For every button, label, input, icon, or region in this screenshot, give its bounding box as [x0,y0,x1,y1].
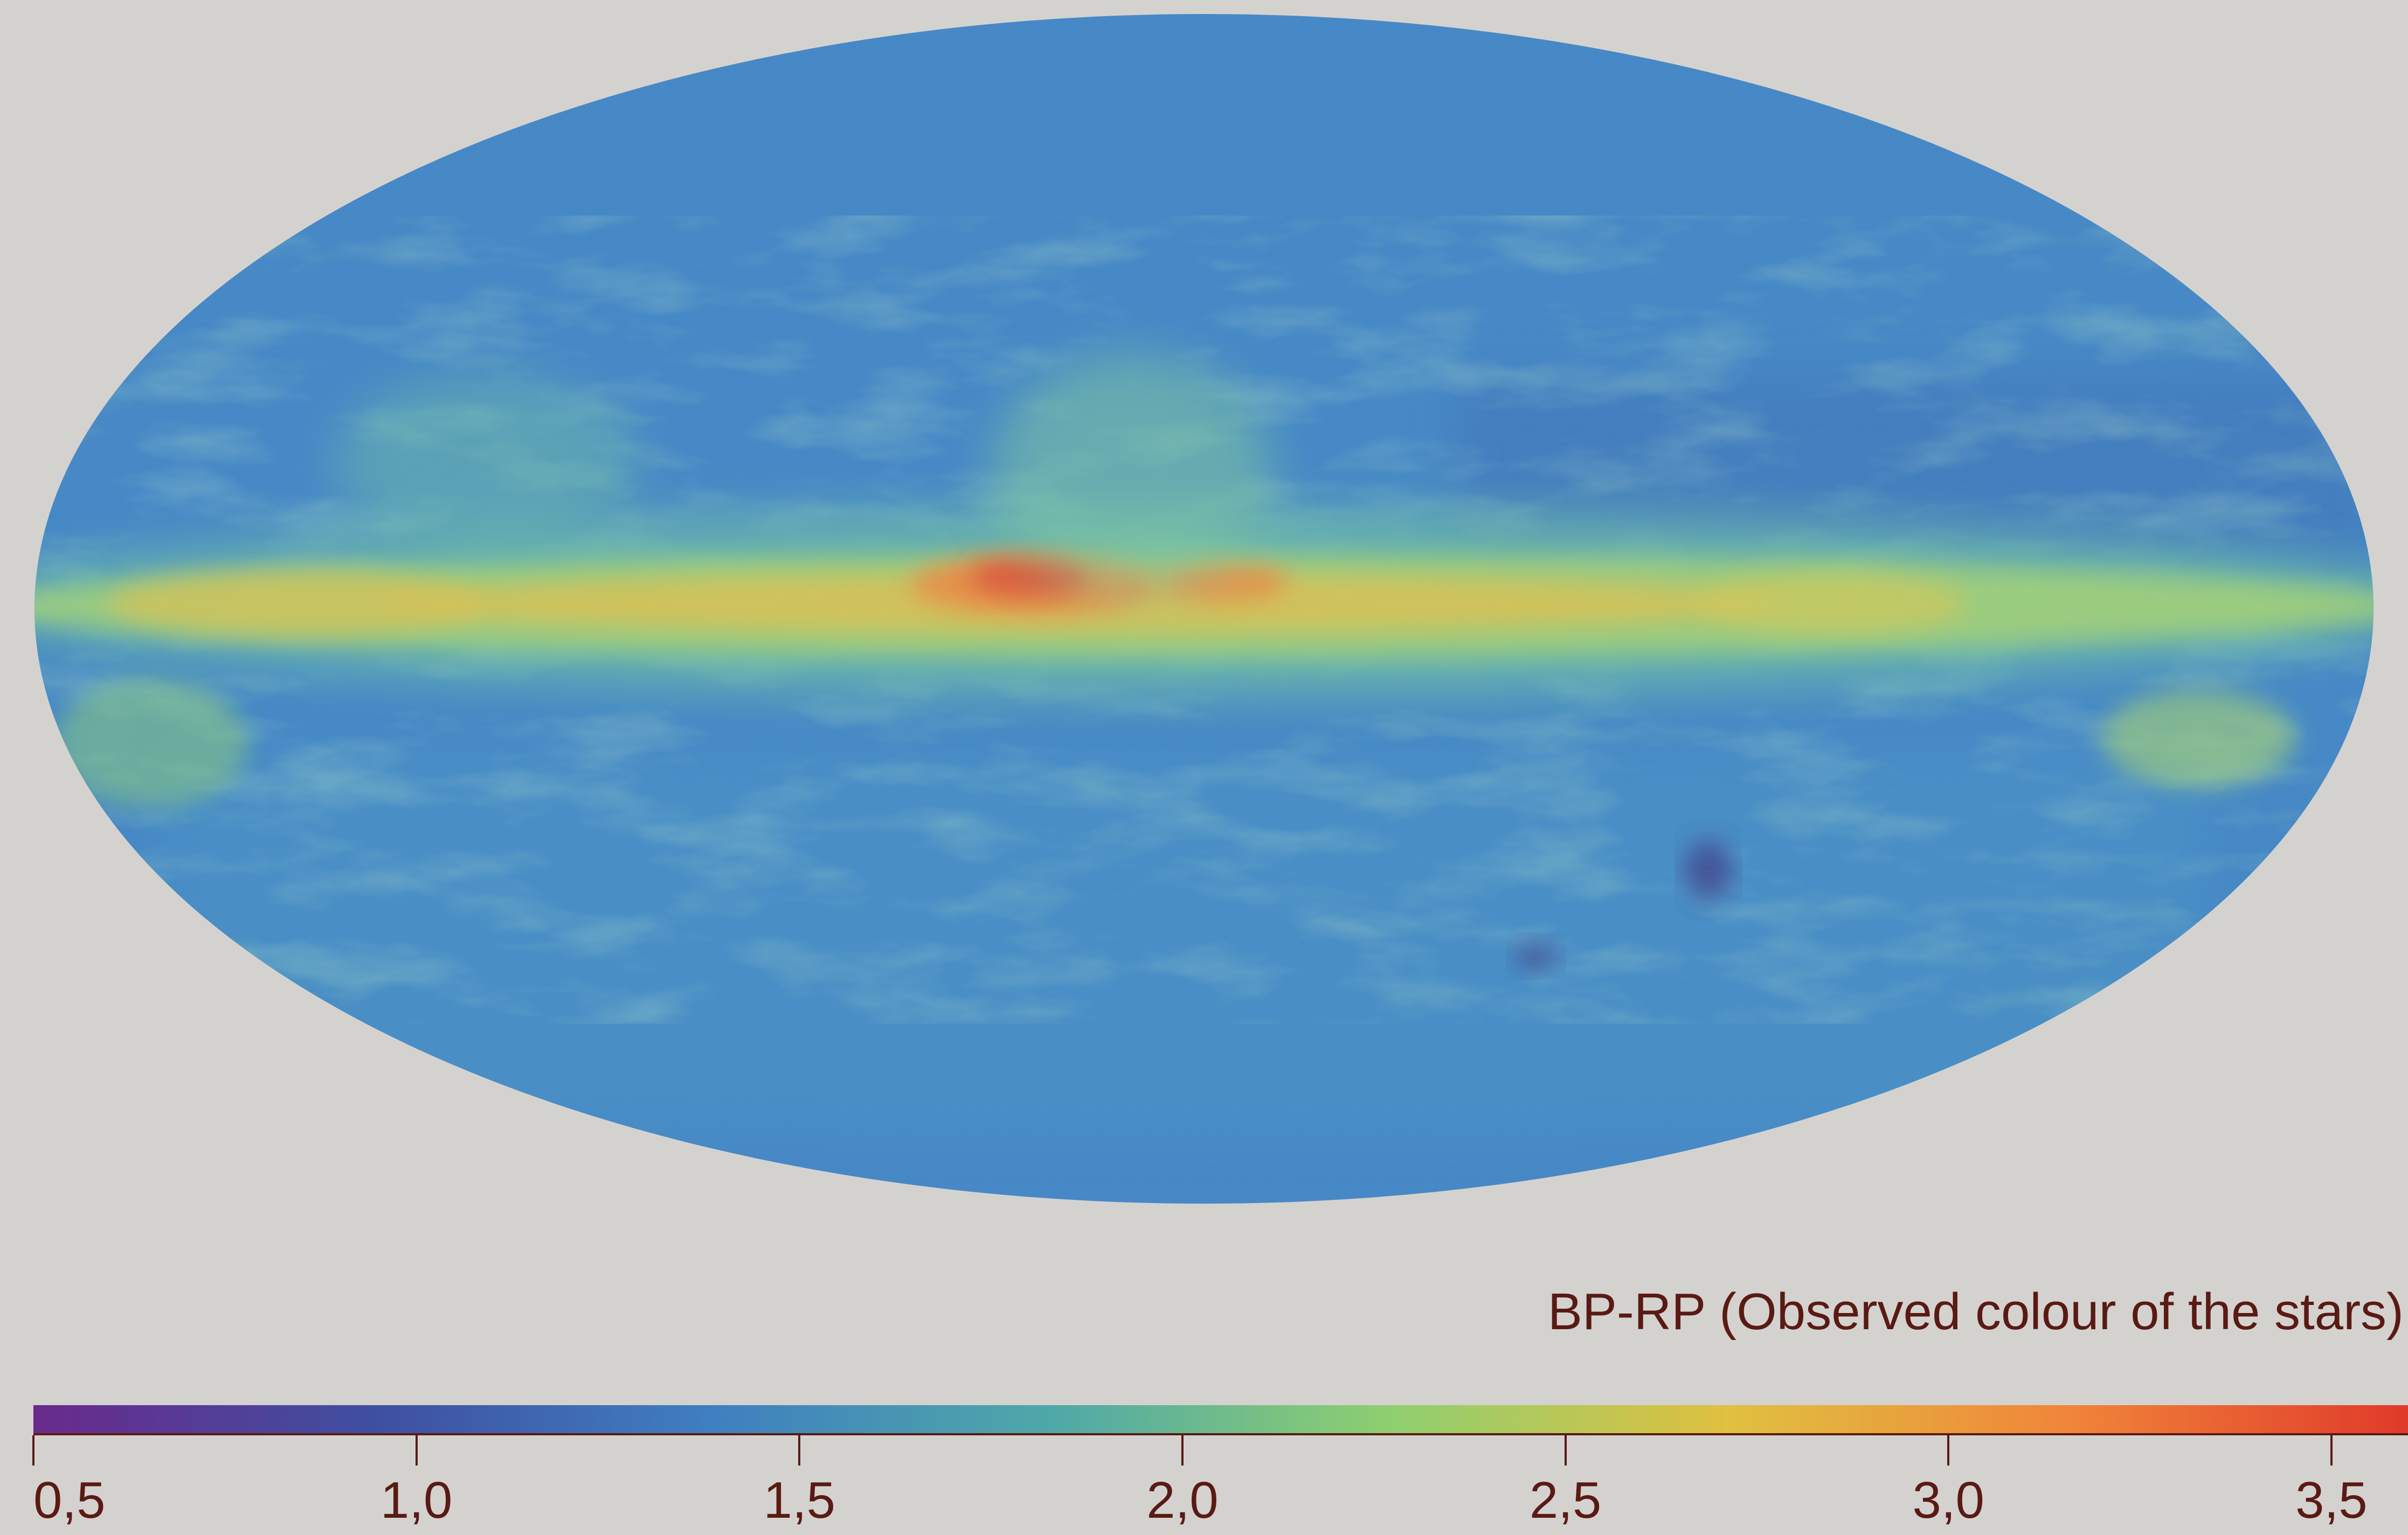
colorbar-tick-label: 3,0 [1912,1471,1984,1529]
colorbar-tick-label: 1,0 [380,1471,453,1529]
colorbar-tick [1181,1435,1184,1465]
colorbar-tick [1947,1435,1950,1465]
colorbar [33,1405,2408,1435]
colorbar-tick-label: 2,0 [1146,1471,1219,1529]
colorbar-tick [1564,1435,1567,1465]
colorbar-tick-label: 0,5 [33,1471,106,1529]
pixel-noise [34,14,2374,1204]
all-sky-colour-map [34,14,2374,1204]
colorbar-tick [798,1435,801,1465]
colorbar-tick [415,1435,418,1465]
colorbar-tick-label: 3,5 [2295,1471,2368,1529]
colorbar-tick-label: 1,5 [763,1471,836,1529]
colorbar-axis-line [33,1433,2408,1435]
colorbar-title: BP-RP (Observed colour of the stars) [1547,1283,2404,1340]
colorbar-tick [2330,1435,2333,1465]
colorbar-tick [32,1435,34,1465]
colorbar-tick-label: 2,5 [1529,1471,1602,1529]
